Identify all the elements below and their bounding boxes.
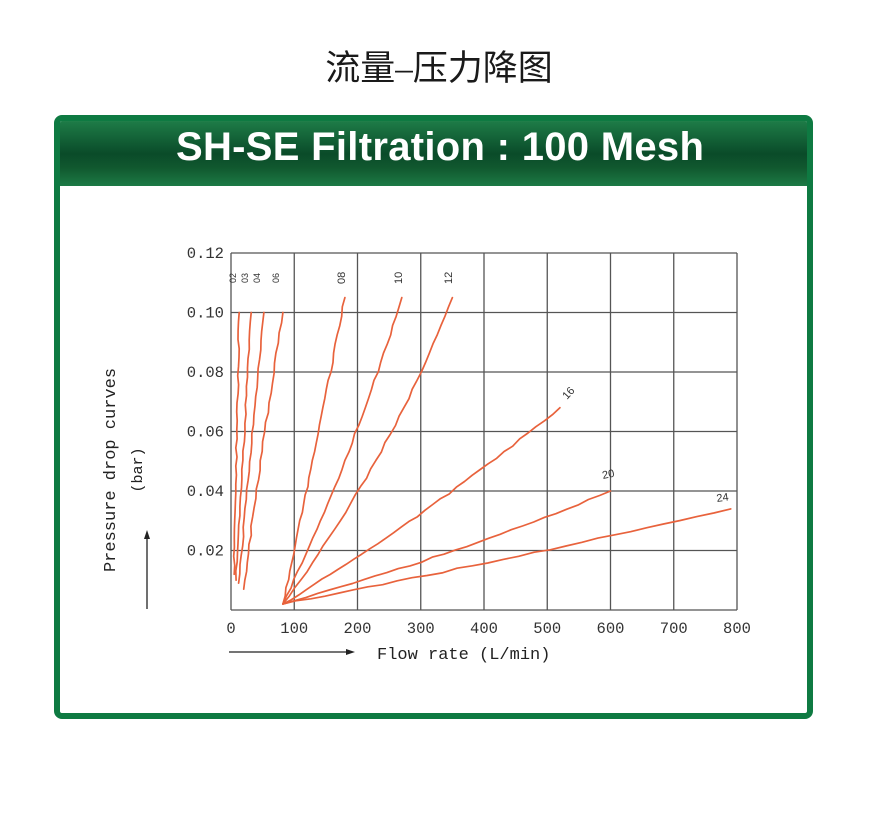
- svg-text:08: 08: [336, 272, 348, 284]
- svg-text:02: 02: [228, 273, 238, 283]
- svg-text:04: 04: [252, 273, 262, 283]
- svg-text:300: 300: [407, 620, 435, 638]
- svg-text:Pressure drop curves: Pressure drop curves: [102, 368, 121, 572]
- svg-text:800: 800: [723, 620, 751, 638]
- svg-text:0.10: 0.10: [187, 305, 224, 323]
- svg-text:500: 500: [533, 620, 561, 638]
- svg-text:400: 400: [470, 620, 498, 638]
- svg-text:0.12: 0.12: [187, 245, 224, 263]
- svg-text:700: 700: [660, 620, 688, 638]
- svg-text:10: 10: [393, 272, 405, 284]
- svg-text:12: 12: [443, 272, 455, 284]
- svg-text:600: 600: [597, 620, 625, 638]
- svg-text:16: 16: [560, 385, 577, 402]
- svg-text:06: 06: [271, 273, 281, 283]
- svg-text:0.04: 0.04: [187, 483, 224, 501]
- svg-text:03: 03: [240, 273, 250, 283]
- svg-text:24: 24: [716, 491, 730, 505]
- svg-text:0.08: 0.08: [187, 364, 224, 382]
- svg-text:Flow rate (L/min): Flow rate (L/min): [377, 646, 550, 665]
- svg-text:20: 20: [601, 468, 615, 482]
- svg-text:0: 0: [226, 620, 235, 638]
- svg-text:0.02: 0.02: [187, 543, 224, 561]
- svg-text:100: 100: [280, 620, 308, 638]
- svg-text:(bar): (bar): [130, 447, 147, 492]
- svg-text:0.06: 0.06: [187, 424, 224, 442]
- svg-text:200: 200: [344, 620, 372, 638]
